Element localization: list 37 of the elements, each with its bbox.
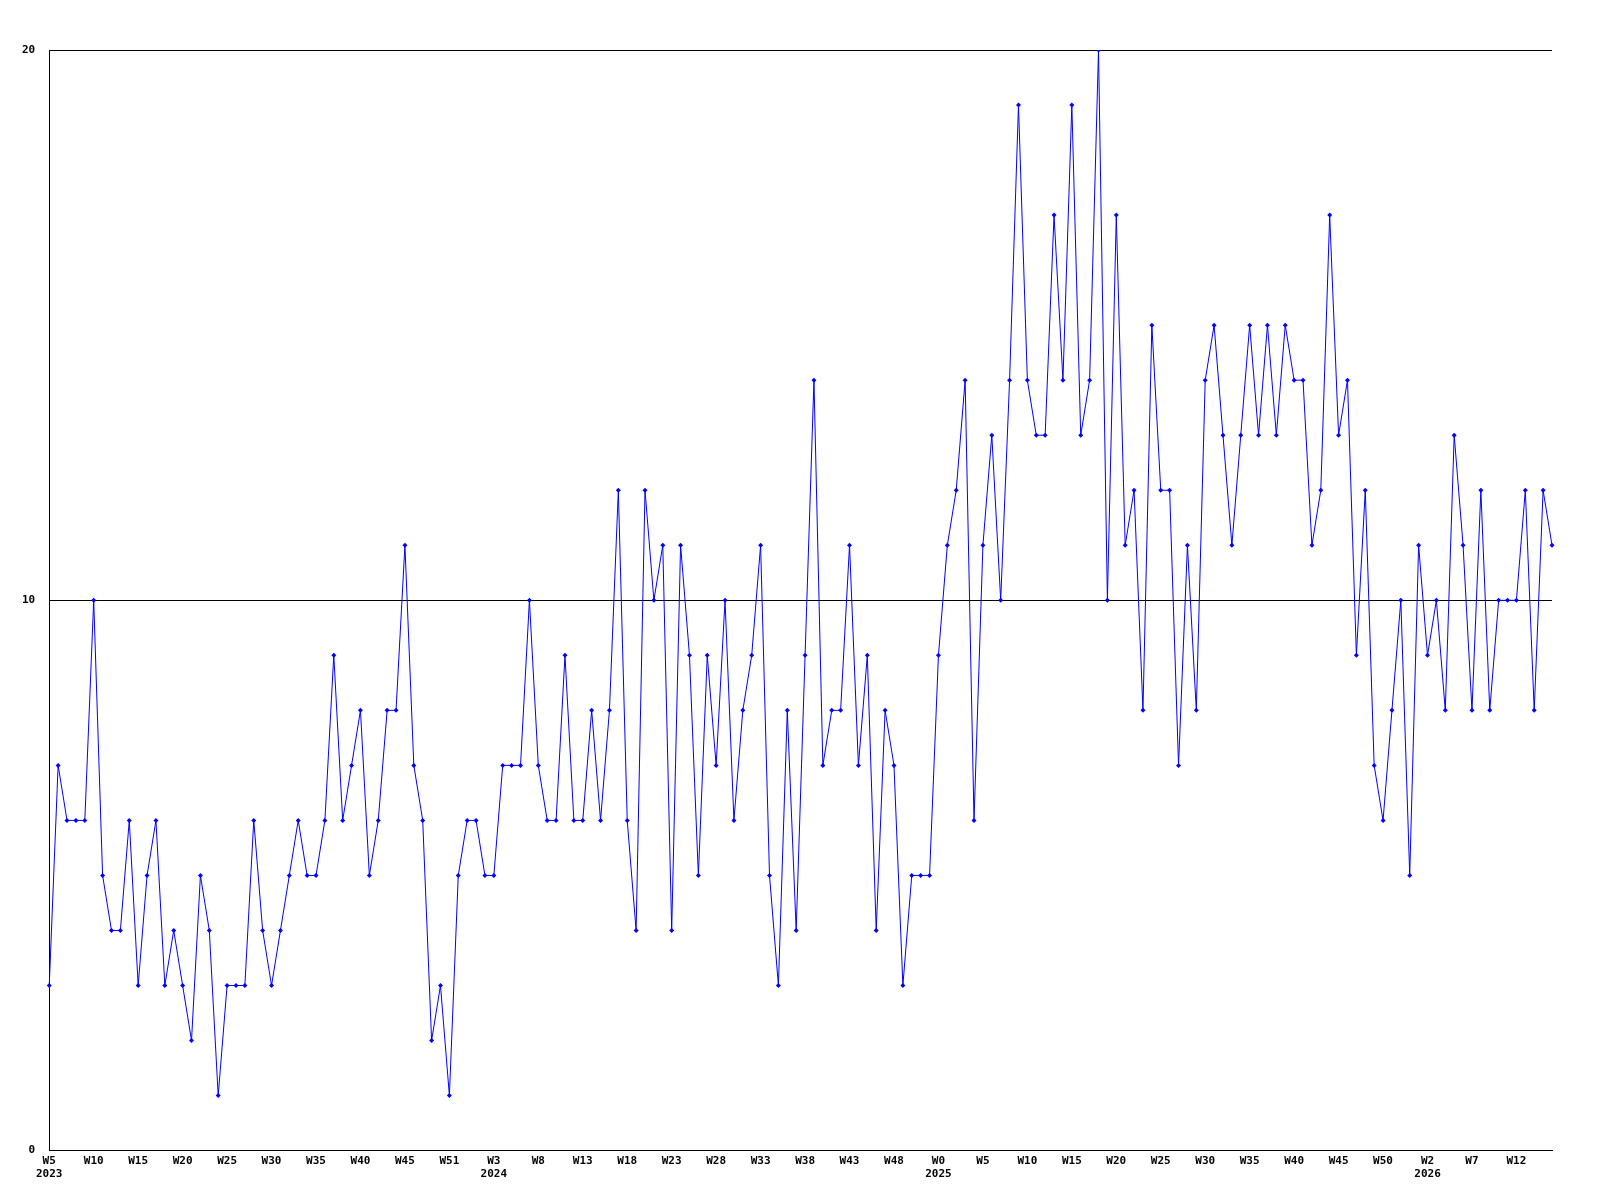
- x-tick-label: W25: [217, 1154, 238, 1168]
- x-tick-label: W38: [795, 1154, 816, 1168]
- x-tick-label: W35: [306, 1154, 326, 1168]
- x-tick-label: W5 2023: [36, 1154, 63, 1181]
- x-tick-label: W12: [1506, 1154, 1527, 1168]
- x-tick-label: W10: [1017, 1154, 1038, 1168]
- x-tick-label: W18: [617, 1154, 638, 1168]
- y-tick-label: 20: [22, 42, 36, 56]
- x-tick-label: W45: [394, 1154, 415, 1168]
- x-tick-label: W40: [1284, 1154, 1305, 1168]
- x-tick-label: W45: [1328, 1154, 1349, 1168]
- x-tick-label: W20: [1106, 1154, 1127, 1168]
- x-tick-label: W51: [439, 1154, 460, 1168]
- x-tick-label: W0 2025: [925, 1154, 952, 1181]
- y-tick-label: 10: [22, 593, 36, 607]
- x-tick-label: W48: [884, 1154, 904, 1168]
- x-tick-label: W7: [1465, 1154, 1479, 1168]
- x-tick-label: W15: [1061, 1154, 1082, 1168]
- x-tick-label: W50: [1373, 1154, 1393, 1168]
- x-tick-label: W30: [261, 1154, 282, 1168]
- x-tick-label: W30: [1195, 1154, 1216, 1168]
- x-tick-label: W35: [1239, 1154, 1260, 1168]
- x-tick-label: W23: [661, 1154, 682, 1168]
- x-tick-label: W43: [839, 1154, 860, 1168]
- x-tick-label: W10: [83, 1154, 104, 1168]
- x-tick-label: W25: [1150, 1154, 1171, 1168]
- x-tick-label: W33: [750, 1154, 771, 1168]
- x-tick-label: W13: [572, 1154, 593, 1168]
- x-tick-label: W8: [531, 1154, 545, 1168]
- x-tick-label: W20: [172, 1154, 193, 1168]
- x-tick-label: W15: [128, 1154, 149, 1168]
- x-tick-label: W40: [350, 1154, 371, 1168]
- x-tick-label: W2 2026: [1414, 1154, 1442, 1181]
- x-tick-label: W3 2024: [480, 1154, 508, 1181]
- x-tick-label: W5: [976, 1154, 990, 1168]
- y-tick-label: 0: [28, 1143, 36, 1157]
- x-tick-label: W28: [706, 1154, 727, 1168]
